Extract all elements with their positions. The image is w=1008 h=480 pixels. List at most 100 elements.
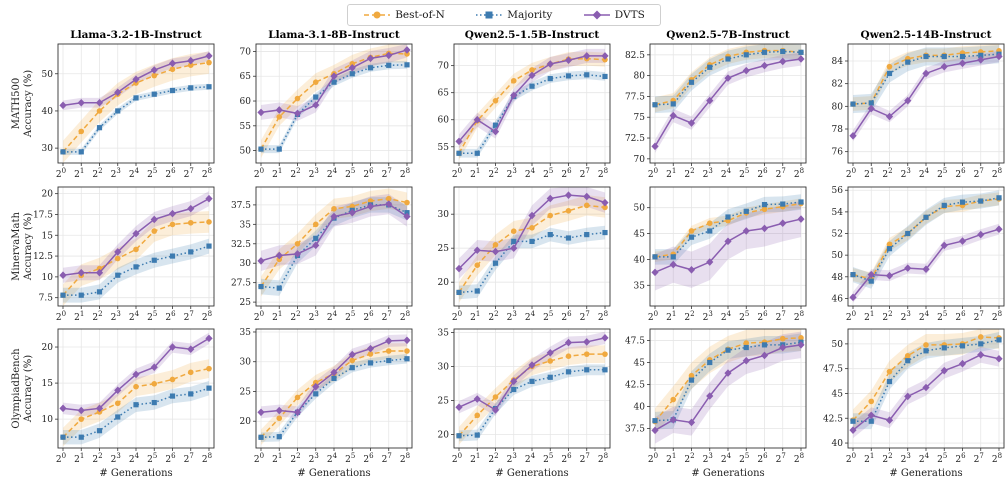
point-dvts — [995, 225, 1003, 233]
point-majority — [151, 91, 157, 97]
y-tick-label: 48 — [832, 273, 844, 283]
x-tick-label: 24 — [721, 310, 732, 323]
point-majority — [565, 235, 572, 241]
point-majority — [313, 235, 319, 241]
point-dvts — [724, 74, 732, 82]
band-majority — [261, 353, 407, 443]
y-tick-label: 72.5 — [625, 134, 645, 144]
point-dvts — [958, 237, 967, 245]
point-dvts — [257, 408, 265, 417]
point-dvts — [995, 354, 1003, 363]
point-majority — [96, 289, 103, 295]
point-dvts — [330, 212, 338, 221]
x-tick-label: 26 — [363, 167, 374, 180]
point-best-of-n — [276, 114, 283, 120]
point-best-of-n — [904, 352, 911, 359]
panel: 25 27.5 30 32.5 35 37.5 20 21 22 23 24 25 26 27 28 — [231, 186, 413, 323]
x-tick-label: 25 — [147, 310, 157, 323]
x-tick-label: 21 — [864, 167, 874, 180]
panel-frame — [255, 186, 413, 307]
panel-frame — [649, 43, 807, 164]
row-ylabel-line2: Accuracy (%) — [23, 355, 34, 423]
point-dvts — [348, 208, 356, 217]
x-tick-label: 20 — [254, 452, 264, 465]
point-dvts — [528, 211, 536, 220]
point-majority — [761, 49, 768, 55]
y-tick-label: 10 — [42, 273, 54, 283]
point-majority — [652, 102, 658, 108]
point-best-of-n — [385, 195, 392, 202]
point-dvts — [546, 194, 554, 203]
point-dvts — [583, 338, 591, 346]
point-majority — [115, 108, 121, 114]
point-dvts — [601, 334, 609, 342]
x-tick-label: 21 — [470, 310, 480, 323]
x-tick-label: 28 — [202, 310, 212, 323]
point-majority — [978, 52, 984, 58]
point-dvts — [293, 250, 302, 258]
band-best-of-n — [459, 195, 605, 303]
point-majority — [670, 101, 676, 107]
x-tick-label: 24 — [919, 452, 930, 465]
point-best-of-n — [492, 394, 499, 400]
point-best-of-n — [583, 202, 590, 209]
y-tick-label: 30 — [438, 362, 450, 372]
point-majority — [941, 345, 947, 351]
y-tick-label: 35 — [240, 220, 252, 230]
point-dvts — [491, 247, 500, 256]
panel: 35 40 45 50 20 21 22 23 24 25 26 27 28 — [634, 186, 807, 323]
point-dvts — [330, 72, 338, 81]
point-dvts — [940, 62, 948, 71]
point-dvts — [583, 52, 591, 60]
panel-frame — [453, 186, 611, 307]
point-majority — [959, 199, 966, 205]
x-tick-label: 27 — [184, 167, 194, 180]
x-tick-label: 22 — [684, 167, 694, 180]
panel: 40 42.5 45 47.5 50 20 21 22 23 24 25 26 27 28 # Genera… — [823, 328, 1005, 479]
point-dvts — [528, 361, 536, 369]
x-tick-label: 22 — [882, 310, 892, 323]
x-tick-label: 24 — [327, 452, 338, 465]
point-majority — [60, 292, 66, 298]
point-majority — [780, 201, 786, 207]
point-dvts — [760, 61, 769, 70]
point-majority — [584, 72, 590, 78]
point-best-of-n — [547, 212, 554, 219]
row-ylabel-line1: MinervaMath — [11, 212, 22, 281]
legend: Best-of-N Majority DVTS — [347, 4, 661, 26]
point-majority — [868, 100, 874, 106]
x-tick-label: 25 — [543, 167, 553, 180]
point-best-of-n — [602, 351, 608, 357]
point-dvts — [312, 382, 320, 391]
point-dvts — [797, 55, 805, 63]
line-best-of-n — [654, 337, 802, 423]
point-majority — [456, 150, 462, 156]
point-dvts — [528, 71, 536, 80]
point-majority — [547, 76, 553, 82]
point-majority — [169, 253, 176, 259]
point-majority — [206, 385, 212, 391]
point-majority — [978, 198, 984, 204]
point-majority — [456, 289, 462, 295]
point-majority — [886, 378, 893, 385]
point-majority — [996, 195, 1002, 201]
x-tick-label: 27 — [580, 452, 590, 465]
point-dvts — [168, 343, 177, 351]
y-tick-label: 25 — [438, 396, 450, 406]
point-dvts — [779, 57, 787, 66]
point-best-of-n — [151, 72, 158, 79]
point-majority — [905, 358, 911, 364]
point-dvts — [601, 52, 609, 60]
point-best-of-n — [331, 205, 337, 212]
point-dvts — [706, 392, 714, 400]
x-tick-label: 20 — [846, 452, 856, 465]
point-dvts — [293, 408, 302, 417]
x-tick-label: 20 — [846, 310, 856, 323]
point-best-of-n — [798, 335, 804, 341]
panel-frame — [255, 328, 413, 449]
point-majority — [133, 402, 139, 408]
point-best-of-n — [114, 400, 121, 407]
point-best-of-n — [187, 219, 194, 226]
x-tick-label: 26 — [757, 310, 768, 323]
x-tick-label: 25 — [543, 310, 553, 323]
